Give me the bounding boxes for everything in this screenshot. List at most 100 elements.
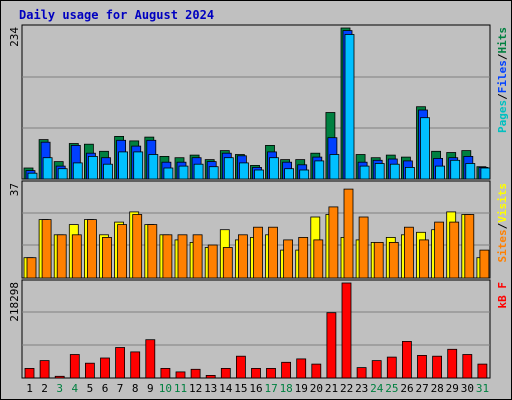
- hits_files_pages-legend-entry: /: [496, 93, 509, 100]
- hits_files_pages-bar-pages: [72, 162, 83, 180]
- hits_files_pages-bar-pages: [148, 154, 159, 180]
- day-label: 29: [446, 382, 459, 395]
- hits_files_pages-bar-pages: [389, 163, 400, 180]
- kbytes-bar-kbytes: [54, 375, 65, 379]
- hits_files_pages-bar-pages: [329, 154, 340, 180]
- visits_sites-bar-sites: [419, 239, 429, 279]
- day-label: 31: [476, 382, 489, 395]
- kbytes-bar-kbytes: [356, 367, 367, 379]
- kbytes-bar-kbytes: [417, 354, 427, 379]
- day-label: 7: [117, 382, 124, 395]
- day-label: 6: [102, 382, 109, 395]
- day-label: 14: [219, 382, 233, 395]
- visits_sites-bar-sites: [71, 234, 82, 279]
- hits_files_pages-bar-pages: [374, 163, 385, 180]
- visits_sites-bar-sites: [177, 234, 188, 279]
- hits_files_pages-legend-entry: Files: [496, 60, 509, 93]
- hits_files_pages-bar-pages: [238, 162, 249, 180]
- visits_sites-bar-sites: [162, 234, 173, 279]
- day-label: 18: [280, 382, 293, 395]
- visits_sites-bar-sites: [222, 247, 233, 279]
- kbytes-bar-kbytes: [341, 282, 352, 379]
- day-label: 23: [355, 382, 368, 395]
- visits_sites-max-label: 37: [8, 183, 21, 196]
- visits_sites-bar-sites: [479, 249, 490, 279]
- hits_files_pages-bar-pages: [344, 34, 355, 180]
- day-label: 4: [71, 382, 78, 395]
- kbytes-bar-kbytes: [205, 374, 216, 379]
- kbytes-bar-kbytes: [39, 360, 50, 379]
- hits_files_pages-bar-pages: [27, 172, 38, 180]
- kbytes-plot-area: [21, 279, 491, 379]
- day-label: 16: [249, 382, 262, 395]
- hits_files_pages-bar-pages: [254, 169, 264, 180]
- visits_sites-bar-sites: [464, 214, 475, 279]
- hits_files_pages-bar-pages: [284, 168, 295, 180]
- visits_sites-bar-sites: [253, 226, 263, 279]
- hits_files_pages-bar-pages: [435, 165, 446, 180]
- day-label: 26: [400, 382, 413, 395]
- day-label: 19: [295, 382, 308, 395]
- day-label: 12: [189, 382, 202, 395]
- day-label: 1: [26, 382, 33, 395]
- hits_files_pages-bar-pages: [193, 163, 204, 180]
- kbytes-bar-kbytes: [266, 367, 276, 379]
- kbytes-bar-kbytes: [326, 312, 337, 379]
- kbytes-max-label: 218298: [8, 282, 21, 322]
- hits_files_pages-bar-pages: [88, 155, 98, 180]
- hits_files_pages-bar-pages: [450, 159, 461, 180]
- kbytes-bar-kbytes: [175, 371, 186, 379]
- hits_files_pages-bar-pages: [359, 165, 370, 180]
- day-label: 8: [132, 382, 139, 395]
- kbytes-bar-kbytes: [281, 361, 292, 379]
- kbytes-bar-kbytes: [85, 362, 95, 379]
- visits_sites-bar-sites: [388, 241, 399, 279]
- kbytes-bar-kbytes: [69, 354, 80, 379]
- hits_files_pages-bar-pages: [223, 157, 234, 180]
- day-label: 20: [310, 382, 323, 395]
- day-label: 21: [325, 382, 338, 395]
- hits_files_pages-bar-pages: [42, 157, 53, 180]
- kbytes-bar-kbytes: [130, 351, 141, 379]
- hits_files_pages-legend: Pages/Files/Hits: [496, 27, 509, 133]
- visits_sites-bar-sites: [147, 224, 158, 279]
- day-label: 13: [204, 382, 217, 395]
- kbytes-bar-kbytes: [251, 367, 261, 379]
- visits_sites-legend-entry: Sites: [496, 229, 509, 262]
- kbytes-bar-kbytes: [235, 355, 246, 379]
- visits_sites-bar-sites: [313, 239, 324, 279]
- visits_sites-bar-sites: [192, 234, 203, 279]
- hits_files_pages-bar-pages: [299, 169, 310, 180]
- visits_sites-bar-sites: [56, 234, 67, 279]
- hits_files_pages-bar-pages: [269, 157, 279, 180]
- hits_files_pages-bar-pages: [57, 168, 68, 180]
- hits_files_pages-legend-entry: /: [496, 53, 509, 60]
- visits_sites-legend-entry: /: [496, 222, 509, 229]
- visits_sites-legend-entry: Visits: [496, 183, 509, 223]
- visits_sites-bar-sites: [298, 236, 309, 279]
- kbytes-bar-kbytes: [311, 363, 322, 379]
- kbytes-bar-kbytes: [220, 367, 231, 379]
- hits_files_pages-bar-pages: [420, 117, 430, 180]
- visits_sites-bar-sites: [26, 257, 37, 279]
- day-label: 28: [431, 382, 444, 395]
- kbytes-legend-entry: kB F: [496, 282, 509, 309]
- visits_sites-bar-sites: [373, 241, 384, 279]
- visits_sites-bar-sites: [117, 224, 127, 279]
- visits_sites-bar-sites: [449, 221, 460, 279]
- day-label: 2: [41, 382, 48, 395]
- kbytes-bar-kbytes: [462, 354, 473, 379]
- kbytes-bar-kbytes: [371, 360, 382, 379]
- kbytes-bar-kbytes: [296, 358, 307, 379]
- visits_sites-bar-sites: [283, 239, 294, 279]
- hits_files_pages-bar-pages: [133, 151, 144, 180]
- hits_files_pages-bar-pages: [103, 163, 113, 180]
- kbytes-bar-kbytes: [145, 339, 156, 379]
- visits_sites-bar-sites: [237, 234, 248, 279]
- kbytes-bar-kbytes: [432, 355, 443, 379]
- day-label: 24: [370, 382, 384, 395]
- hits_files_pages-bar-pages: [314, 160, 325, 180]
- visits_sites-bar-sites: [87, 219, 97, 279]
- visits_sites-bar-sites: [207, 244, 218, 279]
- kbytes-bar-kbytes: [401, 340, 412, 379]
